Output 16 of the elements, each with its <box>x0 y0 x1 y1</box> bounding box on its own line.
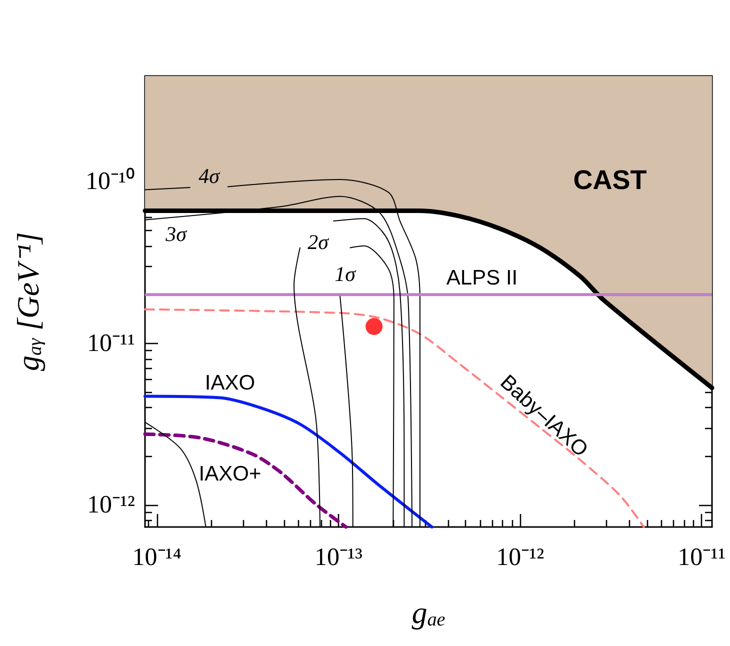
series-label: 2σ <box>308 230 330 254</box>
series-label: IAXO+ <box>198 462 262 486</box>
y-axis-title: gaγ [GeV⁻¹] <box>10 232 46 371</box>
series-label: 4σ <box>198 164 222 188</box>
series-label: IAXO <box>204 372 256 394</box>
y-tick-label: 10⁻¹⁰ <box>86 167 135 196</box>
x-tick-label: 10⁻¹³ <box>314 544 363 571</box>
x-tick-label: 10⁻¹¹ <box>678 544 726 571</box>
series-label: 3σ <box>164 222 188 246</box>
y-tick-label: 10⁻¹¹ <box>87 330 135 357</box>
series-label: 1σ <box>334 262 358 286</box>
x-tick-label: 10⁻¹² <box>496 544 544 571</box>
text: CAST <box>573 165 648 195</box>
x-tick-label: 10⁻¹⁴ <box>132 544 182 571</box>
y-tick-label: 10⁻¹² <box>87 491 135 518</box>
ref-line-label: ALPS II <box>446 266 518 290</box>
